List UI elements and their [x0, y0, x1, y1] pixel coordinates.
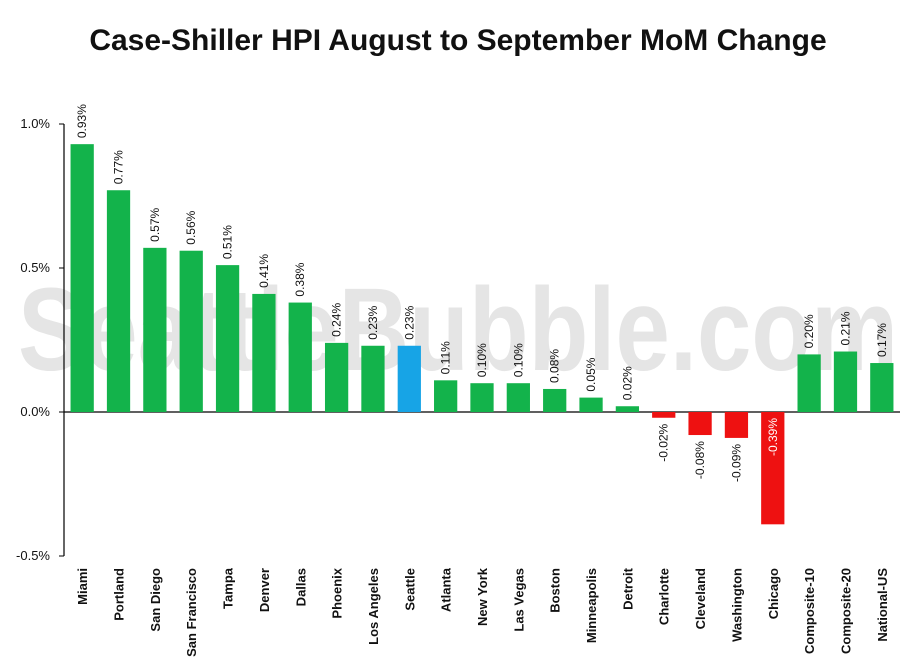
data-label: -0.08% — [693, 441, 707, 479]
data-label: 0.23% — [402, 305, 416, 339]
data-label: 0.10% — [511, 343, 525, 377]
category-label: Detroit — [620, 567, 635, 610]
bar — [215, 265, 240, 412]
data-label: 0.02% — [620, 366, 634, 400]
data-label: -0.39% — [766, 418, 780, 456]
data-label: 0.24% — [330, 303, 344, 337]
y-tick-label: 0.0% — [20, 404, 50, 419]
category-label: Boston — [548, 568, 563, 613]
bar — [724, 412, 749, 438]
data-label: 0.23% — [366, 305, 380, 339]
bar — [106, 190, 131, 412]
category-labels: Miami Portland San Diego San Francisco Tampa… — [75, 567, 890, 657]
category-label: Los Angeles — [366, 568, 381, 645]
bar — [833, 351, 858, 412]
category-label: Denver — [257, 568, 272, 612]
data-label: 0.57% — [148, 207, 162, 241]
bar — [361, 345, 385, 412]
category-label: Atlanta — [439, 567, 454, 612]
bar — [615, 406, 640, 412]
category-label: Composite-20 — [838, 568, 853, 654]
category-label: Composite-10 — [802, 568, 817, 654]
data-label: 0.08% — [548, 349, 562, 383]
data-labels: 0.93% 0.77% 0.57% 0.56% 0.51% 0.41% 0.38% 0.24%… — [75, 104, 889, 482]
data-label: -0.02% — [657, 423, 671, 461]
data-label: 0.20% — [802, 314, 816, 348]
category-label: Chicago — [766, 568, 781, 619]
bar — [688, 412, 712, 436]
bar — [143, 247, 167, 412]
category-label: Miami — [75, 568, 90, 605]
category-label: Dallas — [293, 568, 308, 606]
bar — [434, 380, 458, 412]
category-label: Tampa — [221, 567, 236, 609]
bars — [70, 144, 894, 525]
bar — [797, 354, 821, 412]
bar — [288, 302, 312, 412]
category-label: New York — [475, 567, 490, 626]
data-label: -0.09% — [729, 444, 743, 482]
category-label: Las Vegas — [511, 568, 526, 632]
category-label: Charlotte — [657, 568, 672, 625]
category-label: San Francisco — [184, 568, 199, 657]
y-axis: 1.0% 0.5% 0.0% -0.5% — [16, 116, 900, 563]
y-tick-label: 1.0% — [20, 116, 50, 131]
bar — [506, 383, 530, 412]
y-tick-label: -0.5% — [16, 548, 50, 563]
bar — [870, 363, 894, 412]
data-label: 0.56% — [184, 210, 198, 244]
bar — [324, 342, 349, 412]
category-label: Cleveland — [693, 568, 708, 629]
data-label: 0.93% — [75, 104, 89, 138]
bar — [252, 293, 276, 412]
bar — [470, 383, 494, 412]
bar — [579, 397, 603, 412]
data-label: 0.21% — [838, 311, 852, 345]
bar — [543, 388, 567, 412]
category-label: Phoenix — [330, 567, 345, 618]
bar — [397, 345, 421, 412]
data-label: 0.05% — [584, 357, 598, 391]
chart-title: Case-Shiller HPI August to September MoM… — [89, 24, 826, 57]
bar — [761, 412, 785, 525]
category-label: Seattle — [402, 568, 417, 611]
y-tick-label: 0.5% — [20, 260, 50, 275]
data-label: 0.17% — [875, 323, 889, 357]
bar — [70, 144, 94, 412]
data-label: 0.38% — [293, 262, 307, 296]
category-label: National-US — [875, 568, 890, 642]
category-label: Portland — [112, 568, 127, 621]
data-label: 0.10% — [475, 343, 489, 377]
data-label: 0.41% — [257, 254, 271, 288]
category-label: Minneapolis — [584, 568, 599, 643]
category-label: Washington — [729, 568, 744, 642]
data-label: 0.51% — [221, 225, 235, 259]
category-label: San Diego — [148, 568, 163, 632]
bar — [179, 250, 203, 412]
data-label: 0.77% — [112, 150, 126, 184]
bar — [652, 412, 676, 418]
data-label: 0.11% — [439, 341, 453, 374]
